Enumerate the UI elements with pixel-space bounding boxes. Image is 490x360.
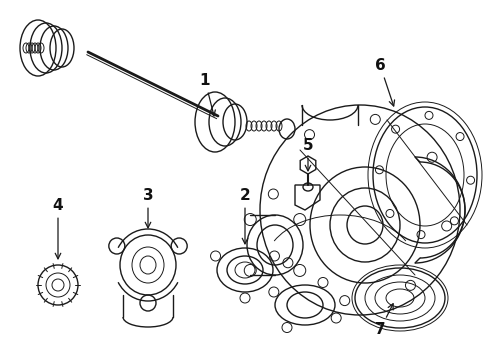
Text: 7: 7 bbox=[375, 304, 393, 338]
Text: 5: 5 bbox=[303, 138, 313, 171]
Text: 1: 1 bbox=[200, 72, 215, 116]
Text: 2: 2 bbox=[240, 188, 250, 244]
Text: 4: 4 bbox=[53, 198, 63, 259]
Text: 3: 3 bbox=[143, 188, 153, 228]
Text: 6: 6 bbox=[375, 58, 394, 106]
